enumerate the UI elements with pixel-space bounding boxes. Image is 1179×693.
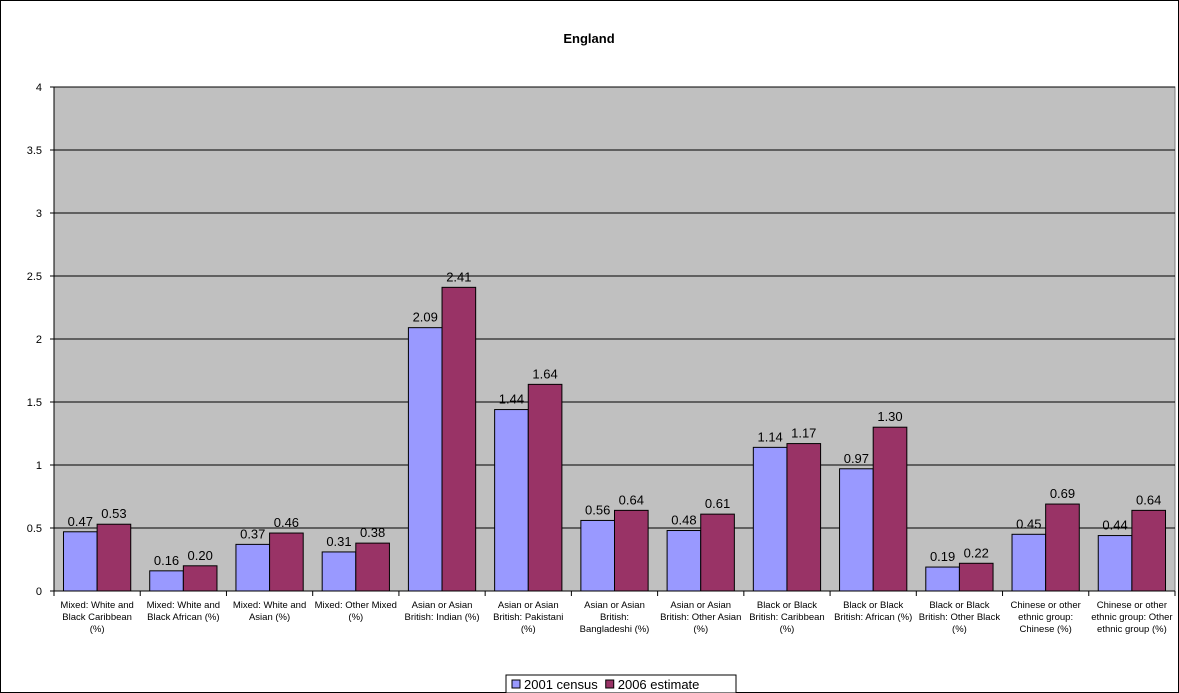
legend-swatch xyxy=(511,679,521,689)
bar-estimate-2006 xyxy=(96,523,132,592)
data-label: 1.44 xyxy=(499,392,524,407)
bar-estimate-2006 xyxy=(441,286,477,592)
y-tick-label: 2 xyxy=(36,334,42,346)
data-label: 1.64 xyxy=(532,366,557,381)
bar-census-2001 xyxy=(1011,533,1047,592)
data-label: 0.22 xyxy=(964,545,989,560)
legend: 2001 census 2006 estimate xyxy=(505,674,737,693)
x-category-label: Asian or Asian British: Pakistani (%) xyxy=(493,600,563,635)
bar-estimate-2006 xyxy=(355,542,390,592)
data-label: 0.45 xyxy=(1016,516,1041,531)
data-label: 0.64 xyxy=(1136,492,1161,507)
bar-census-2001 xyxy=(149,570,184,592)
data-label: 0.38 xyxy=(360,525,385,540)
bar-estimate-2006 xyxy=(527,383,563,592)
legend-swatch xyxy=(605,679,615,689)
bar-census-2001 xyxy=(494,409,529,592)
bar-estimate-2006 xyxy=(700,513,735,592)
bar-estimate-2006 xyxy=(958,562,994,592)
data-label: 0.19 xyxy=(930,549,955,564)
data-label: 0.97 xyxy=(844,451,869,466)
y-tick-label: 3.5 xyxy=(27,145,42,157)
legend-box xyxy=(505,674,737,693)
bar-census-2001 xyxy=(235,543,271,592)
data-label: 0.46 xyxy=(274,515,299,530)
y-tick-label: 0 xyxy=(36,586,42,598)
bar-census-2001 xyxy=(407,327,443,592)
bar-estimate-2006 xyxy=(872,426,908,592)
x-category-label: Asian or Asian British: Bangladeshi (%) xyxy=(580,600,650,635)
data-label: 0.61 xyxy=(705,496,730,511)
data-label: 0.20 xyxy=(188,548,213,563)
data-label: 2.09 xyxy=(413,310,438,325)
y-tick-label: 4 xyxy=(36,82,42,94)
x-category-label: Mixed: Other Mixed (%) xyxy=(315,600,397,623)
x-category-label: Mixed: White and Black African (%) xyxy=(147,600,220,623)
x-category-label: Black or Black British: African (%) xyxy=(834,600,912,623)
bar-census-2001 xyxy=(321,551,357,592)
chart-title: England xyxy=(563,31,614,46)
bar-census-2001 xyxy=(666,530,702,592)
data-label: 0.37 xyxy=(240,526,265,541)
bar-census-2001 xyxy=(580,519,615,592)
legend-label: 2006 estimate xyxy=(618,677,700,692)
data-label: 1.30 xyxy=(877,409,902,424)
data-label: 0.69 xyxy=(1050,486,1075,501)
legend-label: 2001 census xyxy=(524,677,598,692)
data-label: 1.17 xyxy=(791,426,816,441)
bar-census-2001 xyxy=(1097,535,1133,592)
category-labels: Mixed: White and Black Caribbean (%) Mixed:… xyxy=(60,600,1172,635)
bar-estimate-2006 xyxy=(182,565,218,592)
y-tick-label: 3 xyxy=(36,208,42,220)
data-label: 0.47 xyxy=(68,514,93,529)
bars xyxy=(62,286,1167,592)
bar-estimate-2006 xyxy=(614,509,649,592)
data-label: 0.16 xyxy=(154,553,179,568)
x-category-label: Chinese or other ethnic group: Chinese (%) xyxy=(1011,600,1081,635)
y-tick-label: 1.5 xyxy=(27,397,42,409)
bar-census-2001 xyxy=(752,446,788,592)
x-category-label: Black or Black British: Other Black (%) xyxy=(919,600,1001,635)
x-category-label: Asian or Asian British: Other Asian (%) xyxy=(660,600,741,635)
data-label: 1.14 xyxy=(757,429,782,444)
data-label: 0.56 xyxy=(585,502,610,517)
bar-census-2001 xyxy=(62,531,98,592)
data-label: 0.48 xyxy=(671,513,696,528)
x-category-label: Black or Black British: Caribbean (%) xyxy=(749,600,825,635)
y-tick-label: 2.5 xyxy=(27,271,42,283)
x-category-label: Mixed: White and Asian (%) xyxy=(233,600,306,623)
bar-estimate-2006 xyxy=(786,443,822,592)
data-labels: 0.47 0.16 0.37 0.31 2.09 1.44 0.56 0.48 1.14 0.97… xyxy=(68,269,1162,568)
bar-census-2001 xyxy=(839,468,874,592)
y-tick-label: 1 xyxy=(36,460,42,472)
data-label: 0.44 xyxy=(1102,518,1127,533)
x-category-label: Asian or Asian British: Indian (%) xyxy=(405,600,480,623)
data-label: 2.41 xyxy=(446,269,471,284)
y-tick-label: 0.5 xyxy=(27,523,42,535)
bar-census-2001 xyxy=(925,566,960,592)
bar-estimate-2006 xyxy=(1045,503,1080,592)
data-label: 0.31 xyxy=(326,534,351,549)
bar-estimate-2006 xyxy=(269,532,304,592)
x-category-label: Mixed: White and Black Caribbean (%) xyxy=(60,600,133,635)
x-category-label: Chinese or other ethnic group: Other ethni… xyxy=(1091,600,1172,635)
data-label: 0.64 xyxy=(619,492,644,507)
data-label: 0.53 xyxy=(101,506,126,521)
bar-estimate-2006 xyxy=(1131,509,1167,592)
